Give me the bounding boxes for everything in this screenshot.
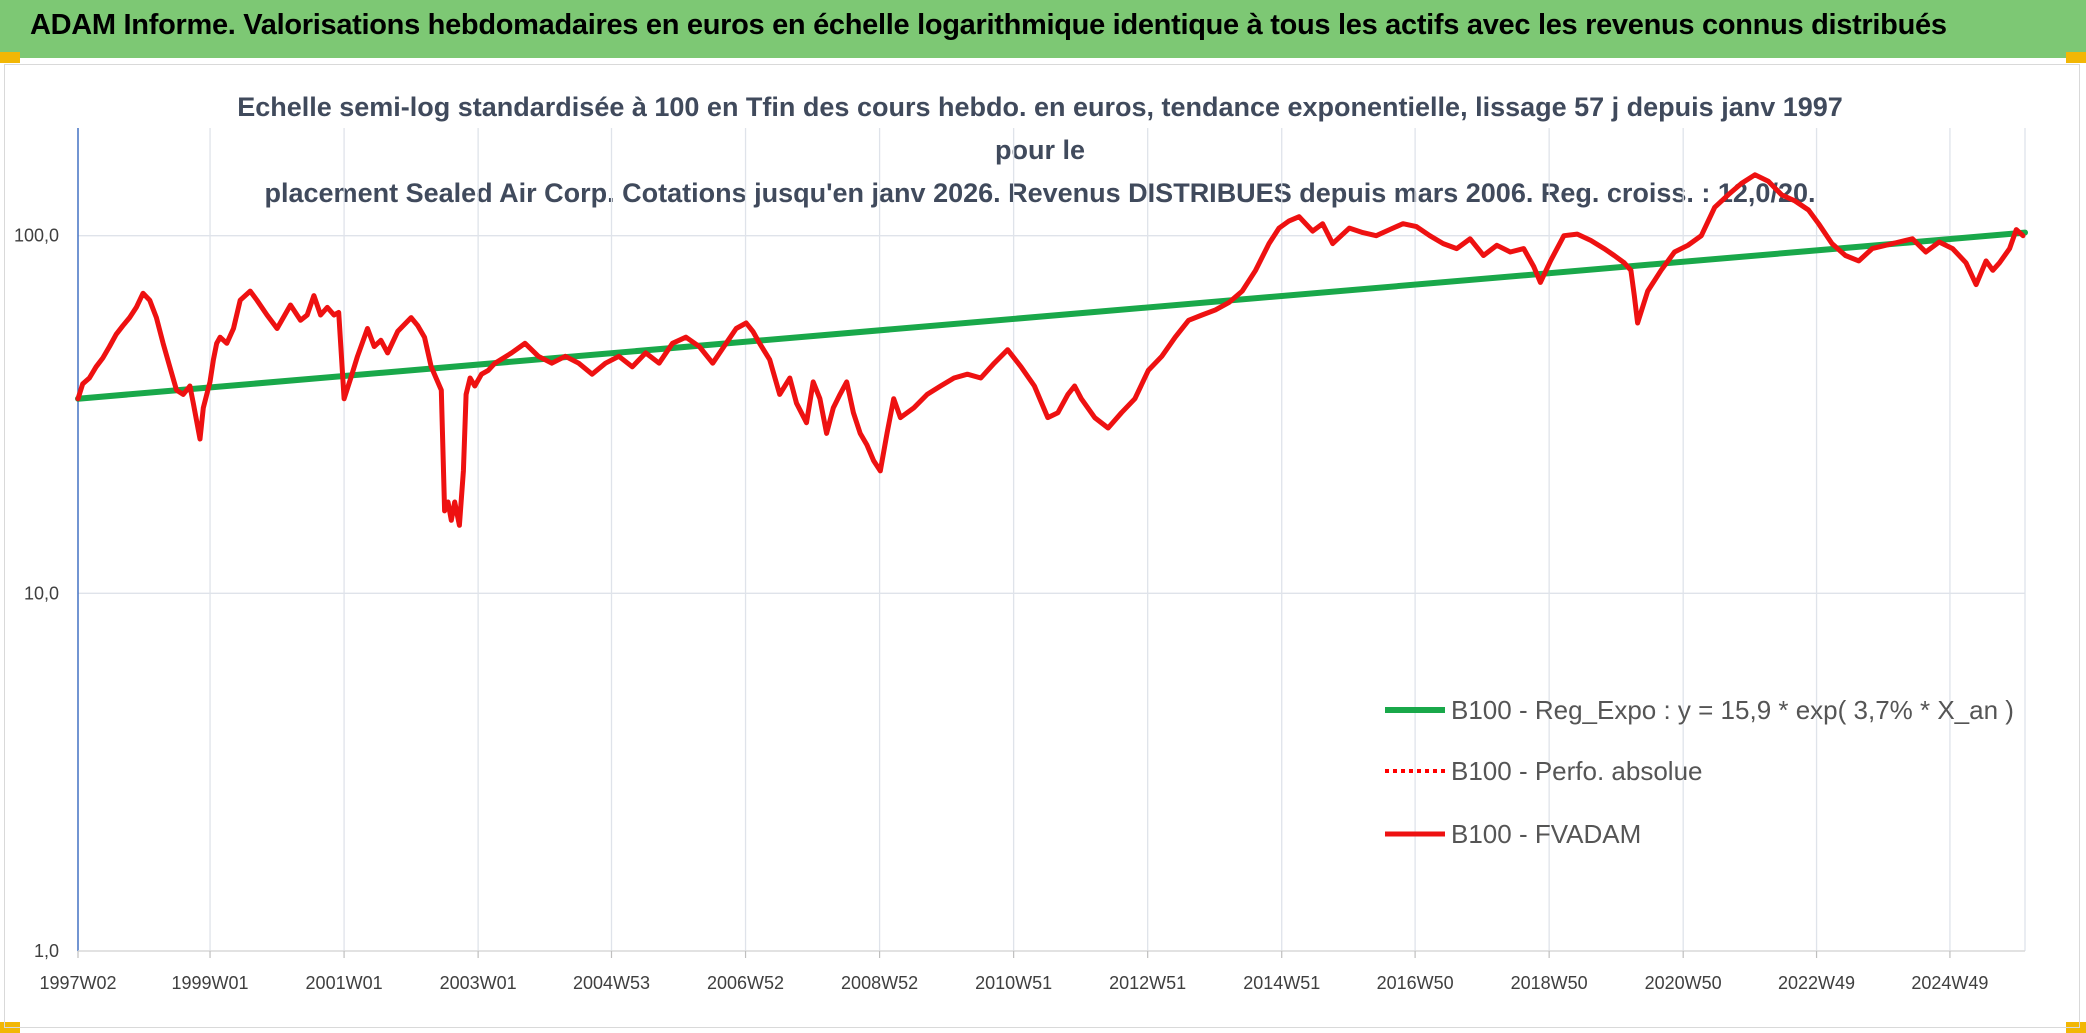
legend-label: B100 - Reg_Expo : y = 15,9 * exp( 3,7% *…: [1451, 695, 2014, 725]
x-tick-label: 2008W52: [841, 973, 918, 993]
trend-line: [75, 229, 2028, 402]
x-tick-label: 2016W50: [1377, 973, 1454, 993]
x-tick-label: 2001W01: [306, 973, 383, 993]
corner-marker-left: [0, 52, 20, 63]
x-tick-label: 2024W49: [1911, 973, 1988, 993]
x-tick-label: 2006W52: [707, 973, 784, 993]
chart-title-line-1: Echelle semi-log standardisée à 100 en T…: [237, 92, 1843, 165]
y-tick-label: 100,0: [14, 226, 59, 246]
x-tick-label: 2004W53: [573, 973, 650, 993]
legend-label: B100 - Perfo. absolue: [1451, 756, 1703, 786]
series-layer: [75, 172, 2028, 528]
x-tick-label: 1997W02: [39, 973, 116, 993]
chart-title-line-2: placement Sealed Air Corp. Cotations jus…: [264, 178, 1816, 208]
x-tick-label: 2022W49: [1778, 973, 1855, 993]
y-tick-label: 1,0: [34, 941, 59, 961]
report-title: ADAM Informe. Valorisations hebdomadaire…: [30, 9, 1947, 41]
title-banner: ADAM Informe. Valorisations hebdomadaire…: [0, 0, 2086, 58]
grid-layer: [78, 128, 2026, 951]
chart-title: Echelle semi-log standardisée à 100 en T…: [230, 86, 1850, 215]
x-tick-label: 2018W50: [1511, 973, 1588, 993]
chart-frame: [4, 64, 2080, 1028]
legend: B100 - Reg_Expo : y = 15,9 * exp( 3,7% *…: [1385, 695, 2014, 849]
y-tick-label: 10,0: [24, 583, 59, 603]
x-tick-label: 2010W51: [975, 973, 1052, 993]
x-tick-label: 2012W51: [1109, 973, 1186, 993]
corner-marker-right: [2066, 52, 2086, 63]
fvadam-line: [75, 172, 2026, 528]
x-tick-label: 1999W01: [172, 973, 249, 993]
legend-label: B100 - FVADAM: [1451, 819, 1641, 849]
x-tick-label: 2014W51: [1243, 973, 1320, 993]
x-tick-label: 2020W50: [1645, 973, 1722, 993]
axis-layer: 1997W02 1999W01 2001W01 2003W01 2004W53 2006W…: [14, 128, 2025, 993]
x-tick-label: 2003W01: [440, 973, 517, 993]
